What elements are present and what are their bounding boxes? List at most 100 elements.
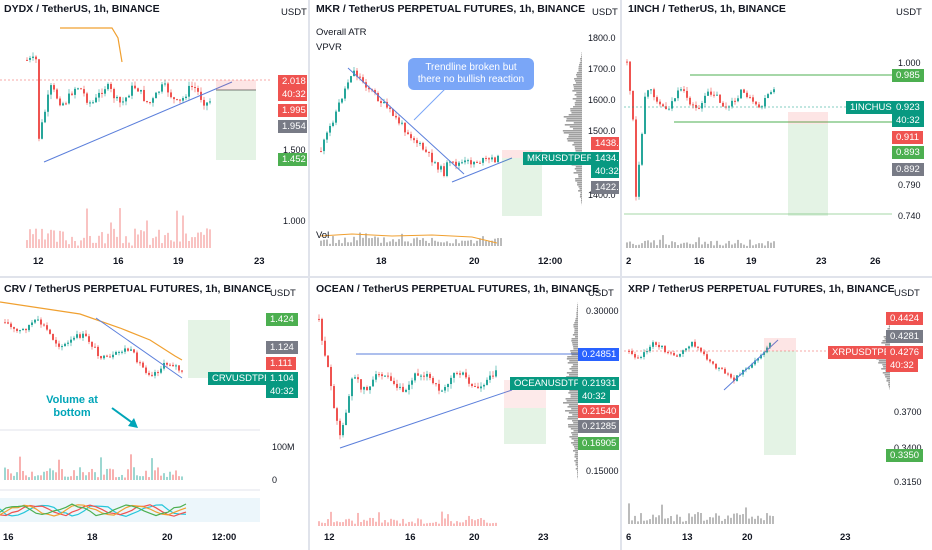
candle <box>181 370 183 372</box>
candle <box>414 373 416 381</box>
volume-bar <box>68 244 70 248</box>
candle <box>416 140 418 144</box>
candle <box>374 90 376 94</box>
candle <box>495 370 497 377</box>
volume-bar <box>491 240 493 246</box>
1inch-chart-panel[interactable]: 1INCH / TetherUS, 1h, BINANCE USDT 1.000… <box>624 0 932 274</box>
1inch-plot[interactable] <box>624 0 932 274</box>
candle <box>686 90 688 98</box>
dydx-plot[interactable] <box>0 0 307 274</box>
candle <box>722 102 724 107</box>
volume-bar <box>86 208 88 248</box>
profile-bar <box>576 74 582 76</box>
candle <box>758 104 760 108</box>
candle <box>488 158 490 160</box>
ocean-chart-panel[interactable]: OCEAN / TetherUS PERPETUAL FUTURES, 1h, … <box>312 280 619 550</box>
candle <box>44 111 46 123</box>
mkr-chart-panel[interactable]: MKR / TetherUS PERPETUAL FUTURES, 1h, BI… <box>312 0 619 274</box>
mkr-plot[interactable] <box>312 0 619 274</box>
candle <box>64 343 66 347</box>
mkr-volume-label: Vol <box>316 230 330 241</box>
volume-bar <box>197 232 199 248</box>
crv-price-badge: 1.104 <box>266 372 298 385</box>
ocean-title: OCEAN / TetherUS PERPETUAL FUTURES, 1h, … <box>316 283 600 295</box>
profile-bar <box>568 416 578 418</box>
candle <box>464 160 466 163</box>
profile-bar <box>577 470 578 472</box>
crv-annotation: Volume at bottom <box>46 394 98 419</box>
candle <box>115 351 117 355</box>
candle <box>103 355 105 359</box>
candle <box>658 344 660 348</box>
ocean-candles <box>318 314 497 440</box>
crv-orange-line <box>0 301 183 361</box>
volume-bar <box>709 517 711 524</box>
candle <box>698 107 700 109</box>
volume-bar <box>339 522 341 526</box>
volume-bar <box>100 457 102 480</box>
volume-bar <box>495 522 497 526</box>
profile-bar <box>574 168 582 170</box>
mkr-indicator-atr[interactable]: Overall ATR <box>316 27 367 38</box>
volume-bar <box>465 519 467 526</box>
candle <box>682 350 684 354</box>
1inch-entry-badge: 0.892 <box>892 163 924 176</box>
candle <box>486 379 488 385</box>
xrp-target-badge: 0.3350 <box>886 449 924 462</box>
crv-annotation-arrow <box>111 407 135 425</box>
volume-bar <box>384 520 386 526</box>
candle <box>85 333 87 337</box>
volume-bar <box>124 477 126 480</box>
volume-bar <box>378 512 380 526</box>
profile-bar <box>575 180 582 182</box>
candle <box>52 333 54 340</box>
candle <box>679 353 681 357</box>
crv-chart-panel[interactable]: CRV / TetherUS PERPETUAL FUTURES, 1h, BI… <box>0 280 307 550</box>
profile-bar <box>576 96 582 98</box>
dydx-chart-panel[interactable]: DYDX / TetherUS, 1h, BINANCE USDT 1.500 … <box>0 0 307 274</box>
profile-bar <box>574 102 582 104</box>
oscillator-line <box>0 503 187 517</box>
profile-bar <box>574 336 578 338</box>
volume-bar <box>118 476 120 480</box>
crv-volume <box>4 454 183 480</box>
volume-bar <box>443 242 445 246</box>
volume-bar <box>405 523 407 526</box>
ocean-stop-badge: 0.21540 <box>578 405 619 418</box>
profile-bar <box>581 54 582 56</box>
candle <box>122 101 124 103</box>
candle <box>638 164 640 197</box>
profile-bar <box>573 326 578 328</box>
profile-bar <box>573 324 578 326</box>
volume-bar <box>718 515 720 524</box>
candle <box>10 323 12 328</box>
mkr-indicator-vpvr[interactable]: VPVR <box>316 42 342 53</box>
candle <box>417 373 419 376</box>
volume-bar <box>428 243 430 246</box>
candle <box>76 334 78 338</box>
profile-bar <box>565 410 578 412</box>
candle <box>724 368 726 374</box>
candle <box>661 345 663 348</box>
candle <box>179 99 181 101</box>
xrp-chart-panel[interactable]: XRP / TetherUS PERPETUAL FUTURES, 1h, BI… <box>624 280 932 550</box>
ocean-target-badge: 0.16905 <box>578 437 619 450</box>
ocean-plot[interactable] <box>312 280 619 550</box>
candle <box>643 352 645 357</box>
volume-bar <box>46 470 48 480</box>
candle <box>7 322 9 324</box>
candle <box>450 377 452 385</box>
candle <box>152 98 154 103</box>
candle <box>178 365 180 371</box>
volume-bar <box>360 522 362 526</box>
xrp-countdown-badge: 40:32 <box>886 359 918 372</box>
profile-bar <box>566 138 582 140</box>
candle <box>354 377 356 379</box>
profile-bar <box>566 376 578 378</box>
xrp-plot[interactable] <box>624 280 932 550</box>
crv-target-badge: 1.424 <box>266 313 298 326</box>
crv-plot[interactable] <box>0 280 307 550</box>
volume-bar <box>77 245 79 248</box>
candle <box>133 349 135 353</box>
candle <box>646 351 648 353</box>
